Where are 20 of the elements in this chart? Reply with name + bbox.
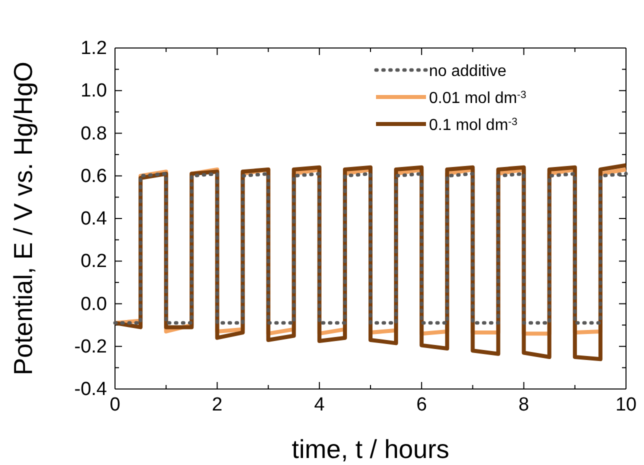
legend-label: 0.01 mol dm$^{-3}$ bbox=[429, 90, 527, 107]
x-tick-label: 4 bbox=[314, 394, 326, 416]
legend-label: 0.1 mol dm$^{-3}$ bbox=[429, 116, 518, 134]
y-tick-label: 0.0 bbox=[80, 294, 107, 315]
y-tick-label: 0.6 bbox=[80, 166, 107, 187]
x-tick-label: 6 bbox=[416, 394, 427, 416]
y-tick-label: 0.4 bbox=[80, 208, 108, 230]
y-tick-label: 1.0 bbox=[80, 80, 107, 102]
x-tick-label: 2 bbox=[212, 394, 222, 416]
y-tick-label: 0.8 bbox=[80, 123, 107, 144]
y-axis-title: Potential, E / V vs. Hg/HgO bbox=[8, 62, 38, 376]
legend-label: no additive bbox=[429, 63, 506, 80]
x-tick-label: 0 bbox=[110, 394, 120, 416]
x-axis-title: time, t / hours bbox=[292, 434, 450, 464]
x-tick-label: 10 bbox=[615, 394, 637, 416]
y-tick-label: 0.2 bbox=[80, 251, 107, 272]
y-tick-label: 1.2 bbox=[80, 38, 107, 60]
x-tick-label: 8 bbox=[518, 394, 530, 416]
y-tick-label: -0.4 bbox=[74, 379, 108, 400]
y-tick-label: -0.2 bbox=[74, 336, 107, 358]
